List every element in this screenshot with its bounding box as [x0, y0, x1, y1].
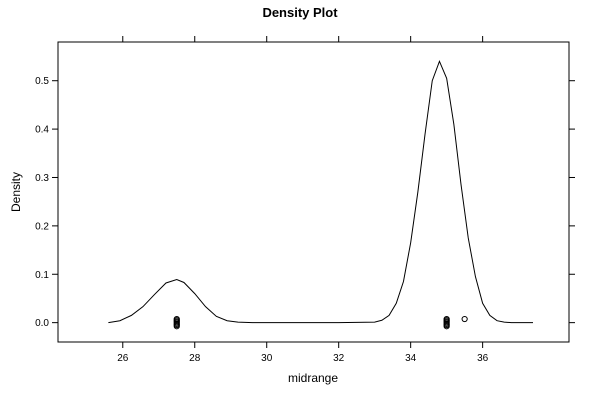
y-axis: 0.0 0.1 0.2 0.3 0.4 0.5 — [35, 76, 575, 329]
x-axis-label: midrange — [288, 371, 338, 385]
data-point — [461, 315, 468, 323]
x-tick-label: 28 — [189, 353, 201, 364]
y-tick-label: 0.0 — [35, 318, 49, 329]
data-point — [443, 323, 450, 330]
y-tick-label: 0.1 — [35, 270, 49, 281]
x-tick-label: 30 — [261, 353, 273, 364]
chart-title: Density Plot — [262, 5, 338, 20]
y-tick-label: 0.5 — [35, 76, 49, 87]
y-tick-label: 0.2 — [35, 221, 49, 232]
x-axis: 26 28 30 32 34 36 — [117, 36, 489, 364]
y-tick-label: 0.3 — [35, 173, 49, 184]
x-tick-label: 36 — [477, 353, 489, 364]
data-point — [173, 323, 180, 330]
density-curve — [108, 59, 534, 324]
x-tick-label: 32 — [333, 353, 345, 364]
x-tick-label: 34 — [405, 353, 417, 364]
x-tick-label: 26 — [117, 353, 129, 364]
y-axis-label: Density — [9, 172, 23, 212]
y-tick-label: 0.4 — [35, 125, 49, 136]
data-points — [173, 315, 468, 330]
plot-panel — [57, 41, 570, 343]
